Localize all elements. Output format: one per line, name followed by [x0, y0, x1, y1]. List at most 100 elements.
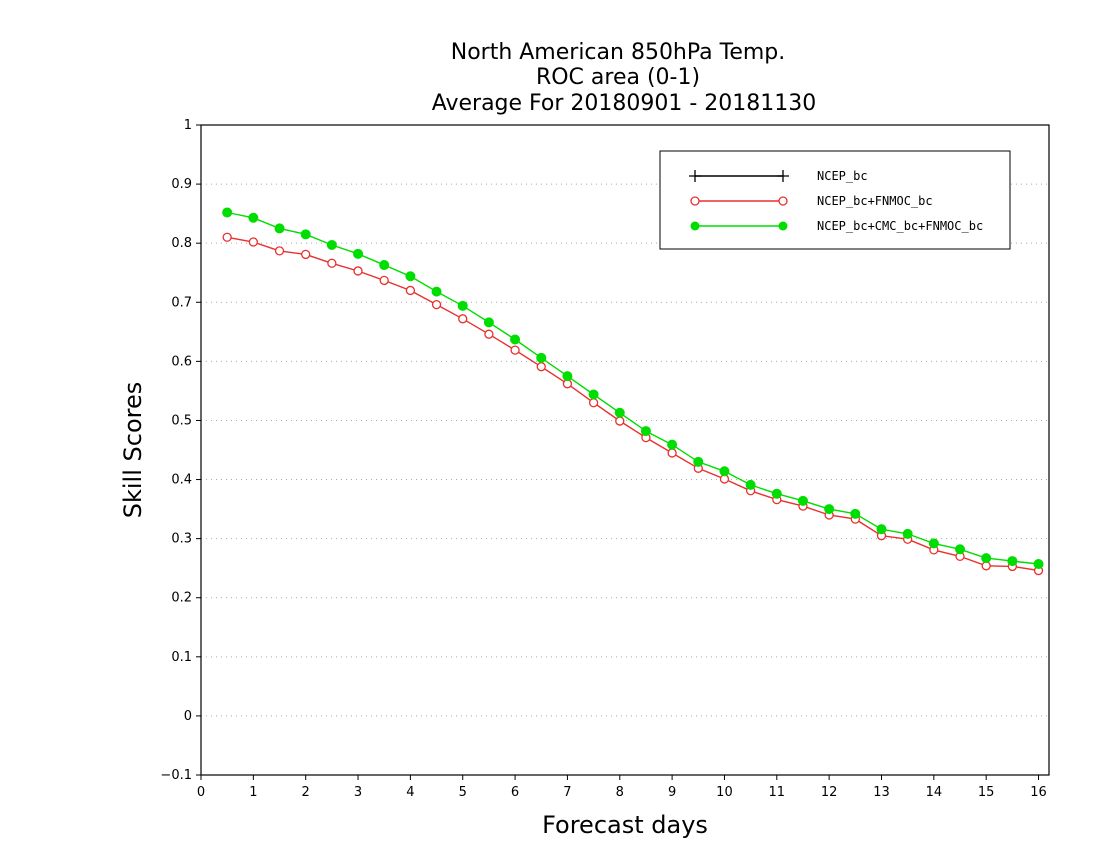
- data-point: [274, 223, 285, 234]
- x-tick-label: 3: [354, 785, 362, 800]
- y-tick-label: 0.1: [171, 650, 192, 665]
- data-point: [536, 362, 546, 372]
- data-point: [667, 448, 677, 458]
- data-point: [615, 416, 625, 426]
- x-tick-label: 16: [1030, 785, 1047, 800]
- legend-marker: [690, 196, 700, 206]
- x-tick-label: 12: [821, 785, 838, 800]
- x-tick-label: 11: [769, 785, 786, 800]
- data-point: [300, 229, 311, 240]
- legend-label: NCEP_bc: [817, 169, 868, 183]
- data-point: [431, 286, 442, 297]
- x-tick-label: 5: [459, 785, 467, 800]
- y-tick-label: 0: [184, 709, 192, 724]
- data-point: [483, 317, 494, 328]
- data-point: [248, 237, 258, 247]
- x-axis-ticks: 0 1 2 3 4 5 6 7 8 9 10 11 12 13 14 15 16: [197, 775, 1047, 800]
- data-point: [457, 300, 468, 311]
- y-tick-label: 0.2: [171, 591, 192, 606]
- legend-item-1: NCEP_bc+FNMOC_bc: [690, 194, 933, 208]
- y-tick-label: 0.6: [171, 354, 192, 369]
- legend-items: NCEP_bc NCEP_bc+FNMOC_bc NCEP_bc+CMC_bc+FN…: [689, 169, 983, 233]
- data-point: [484, 329, 494, 339]
- data-point: [431, 299, 442, 310]
- data-point: [771, 488, 782, 499]
- legend: NCEP_bc NCEP_bc+FNMOC_bc NCEP_bc+CMC_bc+FN…: [659, 150, 1011, 250]
- y-tick-label: −0.1: [160, 768, 192, 783]
- y-tick-label: 0.7: [171, 295, 192, 310]
- data-point: [458, 314, 468, 324]
- data-point: [536, 352, 547, 363]
- chart-title-line-2: ROC area (0-1): [536, 65, 700, 90]
- x-tick-label: 6: [511, 785, 519, 800]
- series-line: [227, 236, 1039, 572]
- y-tick-label: 0.3: [171, 532, 192, 547]
- data-point: [1033, 559, 1044, 570]
- legend-marker: [690, 221, 700, 231]
- data-point: [928, 538, 939, 549]
- legend-label: NCEP_bc+CMC_bc+FNMOC_bc: [817, 219, 983, 233]
- data-point: [588, 398, 599, 408]
- data-point: [405, 285, 416, 296]
- y-axis-ticks: −0.1 0 0.1 0.2 0.3 0.4 0.5 0.6 0.7 0.8 0.9 1: [160, 118, 201, 783]
- y-tick-label: 0.4: [171, 473, 192, 488]
- y-tick-label: 0.9: [171, 177, 192, 192]
- data-point: [850, 508, 861, 519]
- data-point: [876, 524, 887, 535]
- x-tick-label: 9: [668, 785, 676, 800]
- data-point: [379, 275, 389, 286]
- legend-marker: [778, 196, 788, 206]
- data-point: [327, 258, 337, 268]
- data-point: [588, 389, 599, 400]
- plot-frame: [200, 124, 1050, 776]
- legend-item-0: NCEP_bc: [689, 169, 868, 183]
- data-point: [379, 260, 390, 271]
- x-axis-title: Forecast days: [542, 811, 708, 839]
- data-point: [640, 426, 651, 437]
- legend-box: [659, 150, 1011, 250]
- data-point: [510, 334, 521, 345]
- data-point: [693, 456, 704, 467]
- series-layer: [222, 207, 1044, 576]
- series-1: [222, 232, 1044, 576]
- data-point: [510, 345, 520, 355]
- chart-title-line-1: North American 850hPa Temp.: [451, 40, 786, 65]
- y-axis-title: Skill Scores: [119, 382, 147, 519]
- chart-title-line-3: Average For 20180901 - 20181130: [432, 91, 817, 116]
- chart-title: North American 850hPa Temp. ROC area (0-…: [432, 40, 817, 116]
- data-point: [301, 249, 311, 260]
- x-tick-label: 1: [249, 785, 257, 800]
- data-point: [326, 239, 337, 250]
- x-tick-label: 4: [406, 785, 414, 800]
- legend-marker: [689, 170, 701, 182]
- data-point: [745, 479, 756, 490]
- legend-marker: [778, 221, 788, 231]
- series-line: [227, 211, 1039, 565]
- y-tick-label: 0.8: [171, 236, 192, 251]
- data-point: [719, 466, 730, 477]
- data-point: [955, 544, 966, 555]
- x-tick-label: 7: [563, 785, 571, 800]
- data-point: [797, 495, 808, 506]
- series-2: [222, 207, 1044, 570]
- data-point: [353, 266, 363, 276]
- data-point: [222, 232, 232, 242]
- data-point: [981, 553, 992, 564]
- data-point: [667, 439, 678, 450]
- data-point: [248, 212, 259, 223]
- legend-label: NCEP_bc+FNMOC_bc: [817, 194, 933, 208]
- x-tick-label: 14: [926, 785, 943, 800]
- data-point: [562, 371, 573, 382]
- x-tick-label: 15: [978, 785, 995, 800]
- x-tick-label: 2: [302, 785, 310, 800]
- x-tick-label: 8: [616, 785, 624, 800]
- data-point: [824, 504, 835, 515]
- data-point: [274, 246, 285, 256]
- y-tick-label: 1: [184, 118, 192, 133]
- data-point: [614, 407, 625, 418]
- x-tick-label: 10: [716, 785, 733, 800]
- data-point: [222, 207, 233, 218]
- data-point: [1007, 556, 1018, 567]
- x-tick-label: 13: [873, 785, 890, 800]
- x-tick-label: 0: [197, 785, 205, 800]
